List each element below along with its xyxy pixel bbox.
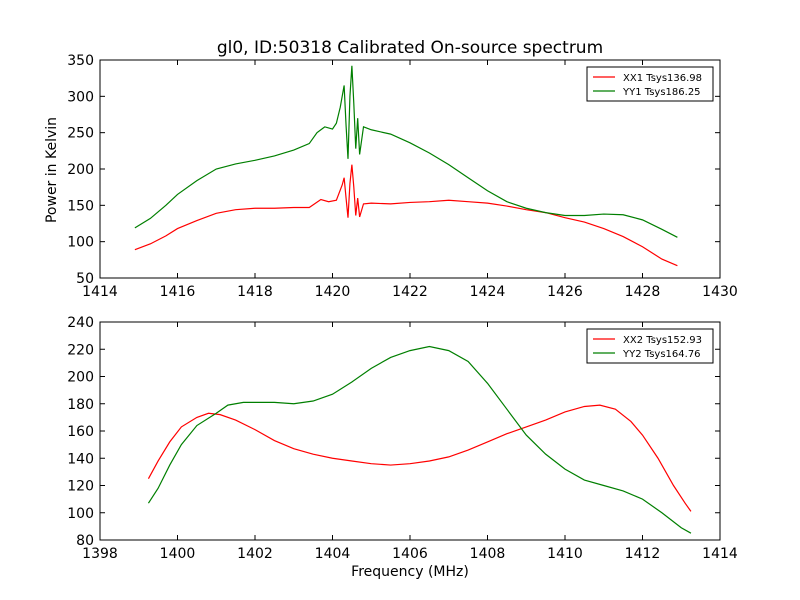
legend-entry: XX2 Tsys152.93 bbox=[623, 335, 702, 346]
x-axis-label: Frequency (MHz) bbox=[351, 564, 469, 580]
y-tick-label: 80 bbox=[76, 533, 94, 549]
x-tick-label: 1422 bbox=[392, 284, 428, 300]
bottom-panel: 1398 1400 1402 1404 1406 1408 1410 1412 1414 80 10… bbox=[67, 315, 738, 562]
y-tick-label: 100 bbox=[67, 235, 94, 251]
legend-entry: YY2 Tsys164.76 bbox=[622, 349, 701, 360]
x-tick-label: 1414 bbox=[702, 546, 738, 562]
y-tick-label: 240 bbox=[67, 315, 94, 331]
x-tick-label: 1406 bbox=[392, 546, 428, 562]
x-tick-label: 1400 bbox=[160, 546, 196, 562]
x-tick-label: 1426 bbox=[547, 284, 583, 300]
y-tick-label: 200 bbox=[67, 370, 94, 386]
y-tick-label: 50 bbox=[76, 271, 94, 287]
y-tick-label: 350 bbox=[67, 53, 94, 69]
x-tick-label: 1418 bbox=[237, 284, 273, 300]
y-tick-label: 140 bbox=[67, 451, 94, 467]
y-tick-label: 150 bbox=[67, 198, 94, 214]
y-tick-label: 250 bbox=[67, 126, 94, 142]
x-tick-label: 1414 bbox=[82, 284, 118, 300]
y-axis-label: Power in Kelvin bbox=[44, 117, 60, 223]
y-tick-label: 200 bbox=[67, 162, 94, 178]
x-tick-label: 1416 bbox=[160, 284, 196, 300]
legend: XX2 Tsys152.93 YY2 Tsys164.76 bbox=[586, 328, 714, 364]
x-tick-label: 1402 bbox=[237, 546, 273, 562]
x-tick-label: 1410 bbox=[547, 546, 583, 562]
y-tick-label: 100 bbox=[67, 506, 94, 522]
legend-entry: XX1 Tsys136.98 bbox=[623, 73, 702, 84]
x-tick-label: 1398 bbox=[82, 546, 118, 562]
series-line-yy-panel-1 bbox=[134, 65, 678, 238]
x-tick-label: 1428 bbox=[625, 284, 661, 300]
x-tick-label: 1408 bbox=[470, 546, 506, 562]
legend-box bbox=[586, 66, 714, 102]
x-tick-label: 1430 bbox=[702, 284, 738, 300]
x-tick-label: 1424 bbox=[470, 284, 506, 300]
y-tick-label: 160 bbox=[67, 424, 94, 440]
legend-entry: YY1 Tsys186.25 bbox=[622, 87, 701, 98]
series-line-yy-panel-2 bbox=[147, 345, 692, 534]
x-tick-label: 1404 bbox=[315, 546, 351, 562]
y-tick-label: 120 bbox=[67, 479, 94, 495]
y-tick-label: 180 bbox=[67, 397, 94, 413]
top-panel: 1414 1416 1418 1420 1422 1424 1426 1428 1430 50 10… bbox=[67, 53, 738, 300]
legend-box bbox=[586, 328, 714, 364]
x-tick-label: 1420 bbox=[315, 284, 351, 300]
y-tick-label: 300 bbox=[67, 89, 94, 105]
chart-title: gl0, ID:50318 Calibrated On-source spect… bbox=[217, 38, 603, 58]
y-tick-label: 220 bbox=[67, 342, 94, 358]
legend: XX1 Tsys136.98 YY1 Tsys186.25 bbox=[586, 66, 714, 102]
x-tick-label: 1412 bbox=[625, 546, 661, 562]
